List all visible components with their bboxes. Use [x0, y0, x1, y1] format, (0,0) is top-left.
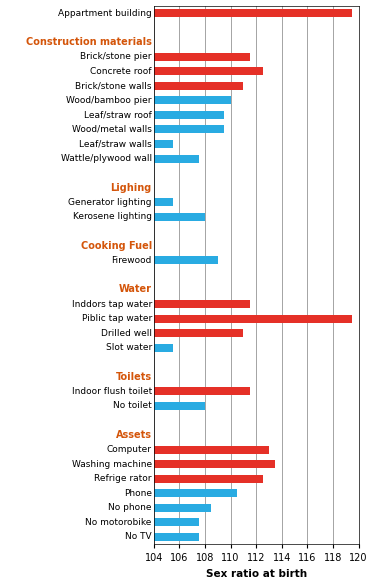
Bar [154, 97, 231, 104]
Bar [154, 533, 199, 541]
Text: Brick/stone pier: Brick/stone pier [80, 52, 152, 61]
Text: Cooking Fuel: Cooking Fuel [81, 241, 152, 251]
Text: Computer: Computer [107, 445, 152, 454]
Text: Indoor flush toilet: Indoor flush toilet [71, 387, 152, 396]
Bar [154, 213, 205, 221]
Text: Wood/bamboo pier: Wood/bamboo pier [66, 96, 152, 105]
Text: Assets: Assets [116, 430, 152, 440]
Bar [154, 489, 237, 497]
Text: No phone: No phone [108, 503, 152, 512]
Text: Refrige rator: Refrige rator [94, 474, 152, 483]
Bar [154, 140, 173, 148]
Text: Slot water: Slot water [105, 343, 152, 352]
Bar [154, 111, 224, 119]
Bar [154, 126, 224, 133]
Text: Brick/stone walls: Brick/stone walls [75, 81, 152, 90]
Bar [154, 460, 276, 468]
Text: Washing machine: Washing machine [72, 460, 152, 469]
Text: Firewood: Firewood [111, 256, 152, 265]
X-axis label: Sex ratio at birth: Sex ratio at birth [206, 569, 307, 579]
Bar [154, 82, 243, 90]
Text: No TV: No TV [125, 532, 152, 541]
Bar [154, 9, 352, 17]
Text: Toilets: Toilets [116, 372, 152, 382]
Text: Construction materials: Construction materials [26, 37, 152, 47]
Bar [154, 329, 243, 337]
Text: Kerosene lighting: Kerosene lighting [73, 212, 152, 221]
Text: No motorobike: No motorobike [85, 518, 152, 526]
Text: Leaf/straw roof: Leaf/straw roof [84, 111, 152, 119]
Bar [154, 67, 263, 75]
Text: No toilet: No toilet [113, 401, 152, 410]
Text: Leaf/straw walls: Leaf/straw walls [79, 140, 152, 149]
Bar [154, 256, 218, 264]
Bar [154, 402, 205, 410]
Bar [154, 474, 263, 483]
Text: Drilled well: Drilled well [101, 329, 152, 338]
Text: Generator lighting: Generator lighting [68, 198, 152, 207]
Bar [154, 315, 352, 322]
Text: Water: Water [119, 284, 152, 294]
Bar [154, 446, 269, 453]
Bar [154, 198, 173, 207]
Bar [154, 154, 199, 163]
Bar [154, 343, 173, 352]
Bar [154, 53, 250, 61]
Text: Phone: Phone [124, 488, 152, 498]
Text: Wattle/plywood wall: Wattle/plywood wall [61, 154, 152, 163]
Bar [154, 387, 250, 395]
Text: Inddors tap water: Inddors tap water [71, 300, 152, 308]
Text: Wood/metal walls: Wood/metal walls [72, 125, 152, 134]
Text: Lighing: Lighing [111, 183, 152, 192]
Text: Appartment building: Appartment building [58, 9, 152, 18]
Bar [154, 300, 250, 308]
Bar [154, 504, 212, 512]
Text: Concrete roof: Concrete roof [90, 67, 152, 76]
Text: Piblic tap water: Piblic tap water [82, 314, 152, 323]
Bar [154, 518, 199, 527]
